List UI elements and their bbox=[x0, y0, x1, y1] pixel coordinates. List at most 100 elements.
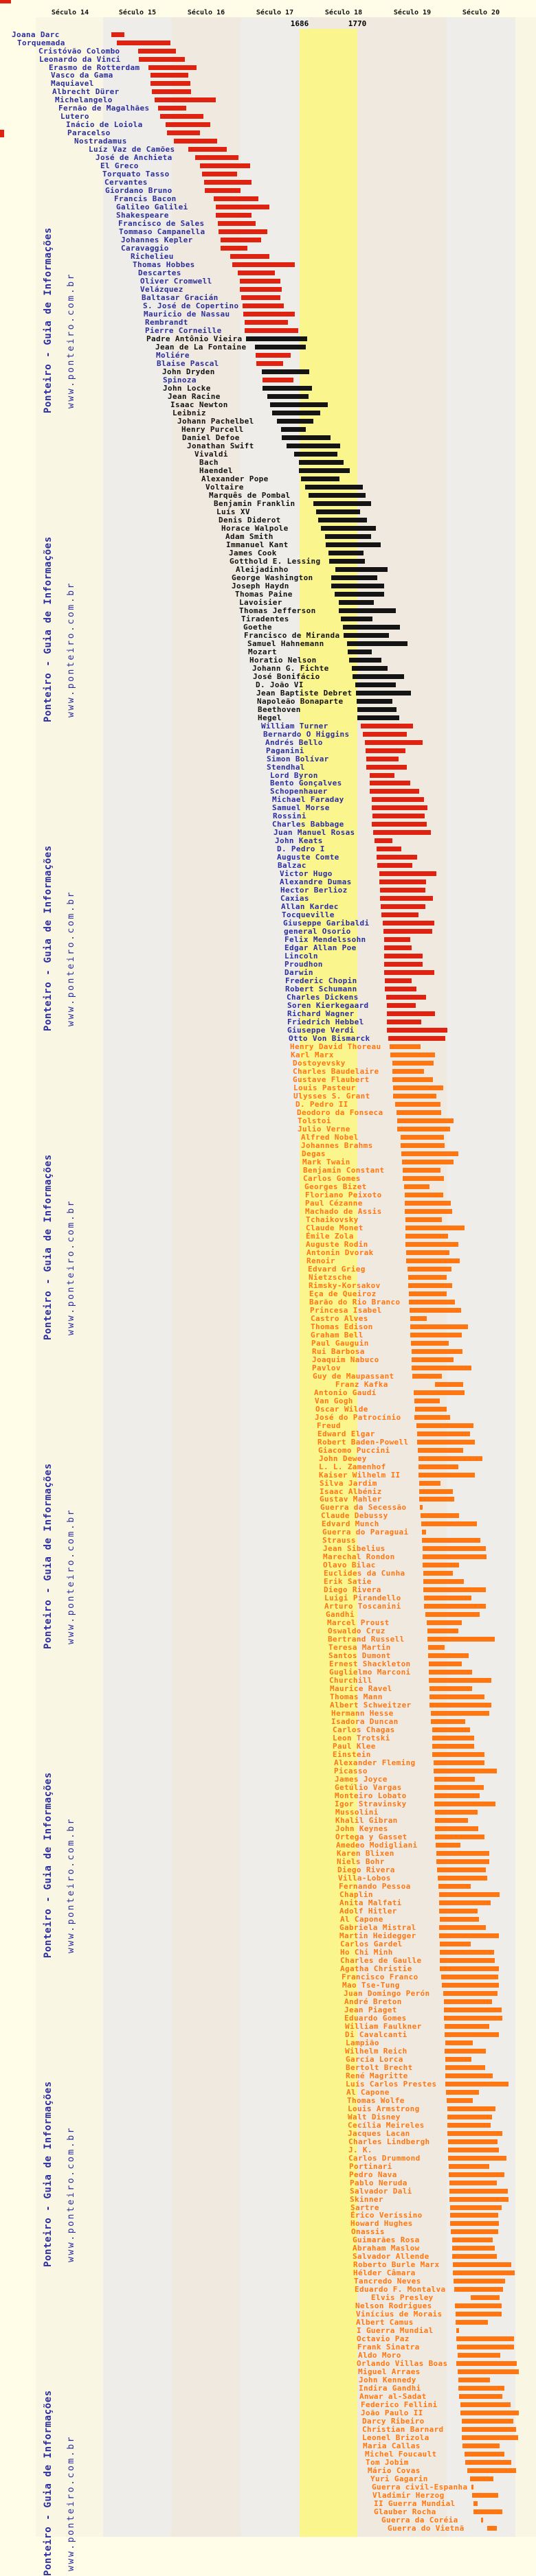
lifespan-bar bbox=[449, 2163, 489, 2169]
person-label: Jean Baptiste Debret bbox=[256, 688, 353, 698]
timeline-row: Maria Callas bbox=[0, 2442, 536, 2450]
lifespan-bar bbox=[390, 1053, 435, 1058]
lifespan-bar bbox=[155, 97, 216, 103]
lifespan-bar bbox=[445, 2048, 486, 2054]
timeline-row: Christian Barnard bbox=[0, 2426, 536, 2434]
timeline-row: Edgar Allan Poe bbox=[0, 944, 536, 952]
timeline-row: Skinner bbox=[0, 2194, 536, 2204]
lifespan-bar bbox=[401, 1135, 444, 1140]
timeline-row: Descartes bbox=[0, 269, 536, 277]
timeline-row: Glauber Rocha bbox=[0, 2508, 536, 2516]
sidebar-brand-text: Ponteiro - Guia de Informações bbox=[43, 536, 54, 722]
timeline-row: Inácio de Loiola bbox=[0, 121, 536, 129]
timeline-row: Albrecht Dürer bbox=[0, 88, 536, 96]
timeline-row: Frederic Chopin bbox=[0, 977, 536, 985]
lifespan-bar bbox=[381, 904, 425, 910]
person-label: John Keats bbox=[275, 836, 323, 846]
person-label: Vasco da Gama bbox=[51, 71, 113, 80]
timeline-row: Jean Racine bbox=[0, 393, 536, 401]
person-label: Skinner bbox=[350, 2194, 383, 2204]
person-label: Luís Carlos Prestes bbox=[346, 2079, 437, 2089]
lifespan-bar bbox=[412, 1373, 442, 1379]
lifespan-bar bbox=[439, 1924, 486, 1930]
timeline-row: André Breton bbox=[0, 1997, 536, 2006]
timeline-row: Guglielmo Marconi bbox=[0, 1668, 536, 1677]
timeline-row: Eduardo Gomes bbox=[0, 2014, 536, 2023]
timeline-row: William Turner bbox=[0, 722, 536, 731]
lifespan-bar bbox=[343, 624, 400, 630]
lifespan-bar bbox=[241, 295, 280, 301]
lifespan-bar bbox=[243, 303, 284, 309]
timeline-row: Wilhelm Reich bbox=[0, 2047, 536, 2056]
timeline-row: Mao Tse-Tung bbox=[0, 1981, 536, 1990]
lifespan-bar bbox=[366, 748, 405, 753]
lifespan-bar bbox=[424, 1604, 486, 1609]
timeline-row: Andrés Bello bbox=[0, 738, 536, 747]
person-label: Hélder Câmara bbox=[353, 2268, 416, 2278]
person-label: Churchill bbox=[329, 1676, 372, 1686]
lifespan-bar bbox=[448, 2147, 499, 2152]
person-label: Galileo Galilei bbox=[116, 203, 188, 212]
lifespan-bar bbox=[447, 2130, 502, 2136]
timeline-row: Leon Trotski bbox=[0, 1734, 536, 1743]
lifespan-bar bbox=[462, 2427, 516, 2433]
person-label: Oscar Wilde bbox=[315, 1404, 368, 1414]
lifespan-bar bbox=[329, 558, 365, 564]
person-label: Tocqueville bbox=[282, 910, 335, 920]
person-label: Descartes bbox=[138, 268, 181, 278]
person-label: Renoir bbox=[306, 1256, 335, 1265]
person-label: Maquiavel bbox=[51, 79, 94, 89]
lifespan-bar bbox=[444, 2007, 502, 2012]
lifespan-bar bbox=[452, 2238, 493, 2243]
timeline-row: Tom Jobim bbox=[0, 2459, 536, 2467]
person-label: Albrecht Dürer bbox=[52, 87, 120, 97]
person-label: Anwar al-Sadat bbox=[359, 2392, 427, 2402]
person-label: Albert Camus bbox=[356, 2318, 414, 2327]
lifespan-bar bbox=[418, 1464, 458, 1469]
person-label: El Greco bbox=[100, 161, 139, 171]
person-label: Richelieu bbox=[131, 252, 174, 262]
lifespan-bar bbox=[406, 1258, 460, 1263]
timeline-row: Tolstoi bbox=[0, 1117, 536, 1125]
lifespan-bar bbox=[472, 2493, 498, 2498]
person-label: Daniel Defoe bbox=[182, 433, 240, 442]
lifespan-bar bbox=[450, 2213, 498, 2218]
person-label: Mauricio de Nassau bbox=[144, 310, 230, 319]
person-label: Adolf Hitler bbox=[339, 1906, 397, 1916]
timeline-row: Isaac Albéniz bbox=[0, 1487, 536, 1496]
person-label: Oswaldo Cruz bbox=[328, 1626, 386, 1636]
lifespan-bar bbox=[393, 1085, 443, 1090]
lifespan-bar bbox=[240, 279, 280, 284]
person-label: Eça de Queiroz bbox=[309, 1289, 377, 1298]
person-label: Alexander Pope bbox=[201, 474, 269, 483]
timeline-row: Guimarães Rosa bbox=[0, 2236, 536, 2244]
lifespan-bar bbox=[246, 336, 307, 342]
timeline-row: Daniel Defoe bbox=[0, 433, 536, 442]
timeline-row: Bertolt Brecht bbox=[0, 2063, 536, 2072]
person-label: Guerra da Secessão bbox=[320, 1503, 407, 1513]
person-label: Michelangelo bbox=[55, 95, 113, 105]
lifespan-bar bbox=[427, 1637, 495, 1642]
lifespan-bar bbox=[397, 1118, 454, 1123]
person-label: Jean Sibelius bbox=[323, 1544, 386, 1554]
timeline-row: Joana Darc bbox=[0, 30, 536, 39]
lifespan-bar bbox=[423, 1546, 486, 1552]
timeline-row: Santos Dumont bbox=[0, 1652, 536, 1660]
lifespan-bar bbox=[150, 81, 190, 87]
person-label: Graham Bell bbox=[311, 1330, 364, 1339]
person-label: Frederic Chopin bbox=[285, 976, 357, 986]
lifespan-bar bbox=[410, 1315, 427, 1321]
timeline-row: Paul Gauguin bbox=[0, 1339, 536, 1348]
lifespan-bar bbox=[263, 378, 293, 382]
lifespan-bar bbox=[445, 2032, 499, 2037]
lifespan-bar bbox=[331, 583, 384, 588]
timeline-row: Khalil Gibran bbox=[0, 1817, 536, 1825]
person-label: Marquês de Pombal bbox=[209, 490, 291, 500]
lifespan-bar bbox=[348, 649, 372, 654]
person-label: Carlos Gardel bbox=[340, 1939, 403, 1948]
lifespan-bar bbox=[429, 1661, 462, 1667]
timeline-row: John Keats bbox=[0, 837, 536, 845]
lifespan-bar bbox=[339, 599, 374, 605]
timeline-row: Albert Schweitzer bbox=[0, 1701, 536, 1710]
